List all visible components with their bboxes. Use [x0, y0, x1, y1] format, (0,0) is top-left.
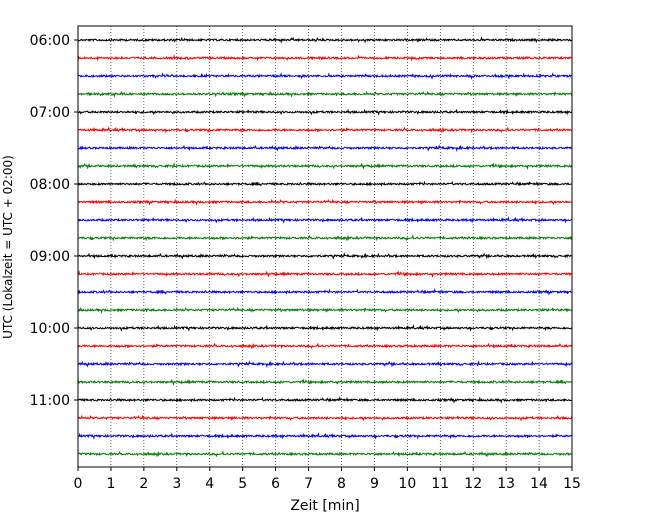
trace-row [77, 54, 573, 62]
trace-row [77, 395, 573, 404]
trace-row [77, 36, 573, 44]
y-tick-label: 06:00 [30, 33, 70, 49]
y-axis-label: UTC (Lokalzeit = UTC + 02:00) [1, 155, 15, 339]
x-tick-label: 14 [530, 476, 548, 492]
trace-row [77, 90, 573, 98]
x-tick-label: 6 [271, 476, 280, 492]
x-axis-label: Zeit [min] [290, 498, 359, 514]
trace-row [77, 162, 573, 171]
x-tick-label: 5 [238, 476, 247, 492]
trace-row [77, 270, 573, 279]
x-tick-label: 1 [106, 476, 115, 492]
trace-row [77, 198, 573, 206]
x-tick-label: 8 [337, 476, 346, 492]
trace-row [77, 108, 573, 116]
trace-row [77, 414, 573, 422]
x-tick-label: 9 [370, 476, 379, 492]
trace-row [77, 234, 573, 242]
x-tick-label: 0 [74, 476, 83, 492]
x-tick-label: 11 [431, 476, 449, 492]
traces [77, 36, 573, 458]
plot-area [78, 26, 572, 467]
trace-row [77, 126, 573, 134]
plot-frame [77, 25, 573, 468]
x-tick-label: 15 [563, 476, 581, 492]
x-tick-label: 7 [304, 476, 313, 492]
trace-row [77, 342, 573, 350]
x-tick-label: 10 [398, 476, 416, 492]
trace-row [77, 306, 573, 314]
trace-row [77, 378, 573, 386]
y-tick-label: 10:00 [30, 321, 70, 337]
y-tick-label: 09:00 [30, 249, 70, 265]
x-tick-label: 12 [464, 476, 482, 492]
y-tick-label: 08:00 [30, 177, 70, 193]
trace-row [77, 450, 573, 458]
x-tick-label: 4 [205, 476, 214, 492]
trace-row [77, 216, 573, 224]
trace-row [77, 360, 573, 369]
trace-row [77, 324, 573, 332]
y-axis-ticks: 06:00 07:00 08:00 09:00 10:00 11:00 [30, 33, 78, 409]
x-tick-label: 2 [139, 476, 148, 492]
trace-row [77, 180, 573, 187]
trace-row [77, 144, 573, 153]
x-axis-ticks: 0 1 2 3 4 5 6 7 8 9 10 11 12 13 14 15 [74, 467, 581, 492]
trace-row [77, 287, 573, 296]
trace-row [77, 72, 573, 80]
trace-row [77, 252, 573, 260]
x-tick-label: 13 [497, 476, 515, 492]
x-tick-label: 3 [172, 476, 181, 492]
y-tick-label: 11:00 [30, 393, 70, 409]
y-tick-label: 07:00 [30, 105, 70, 121]
trace-row [77, 432, 573, 440]
